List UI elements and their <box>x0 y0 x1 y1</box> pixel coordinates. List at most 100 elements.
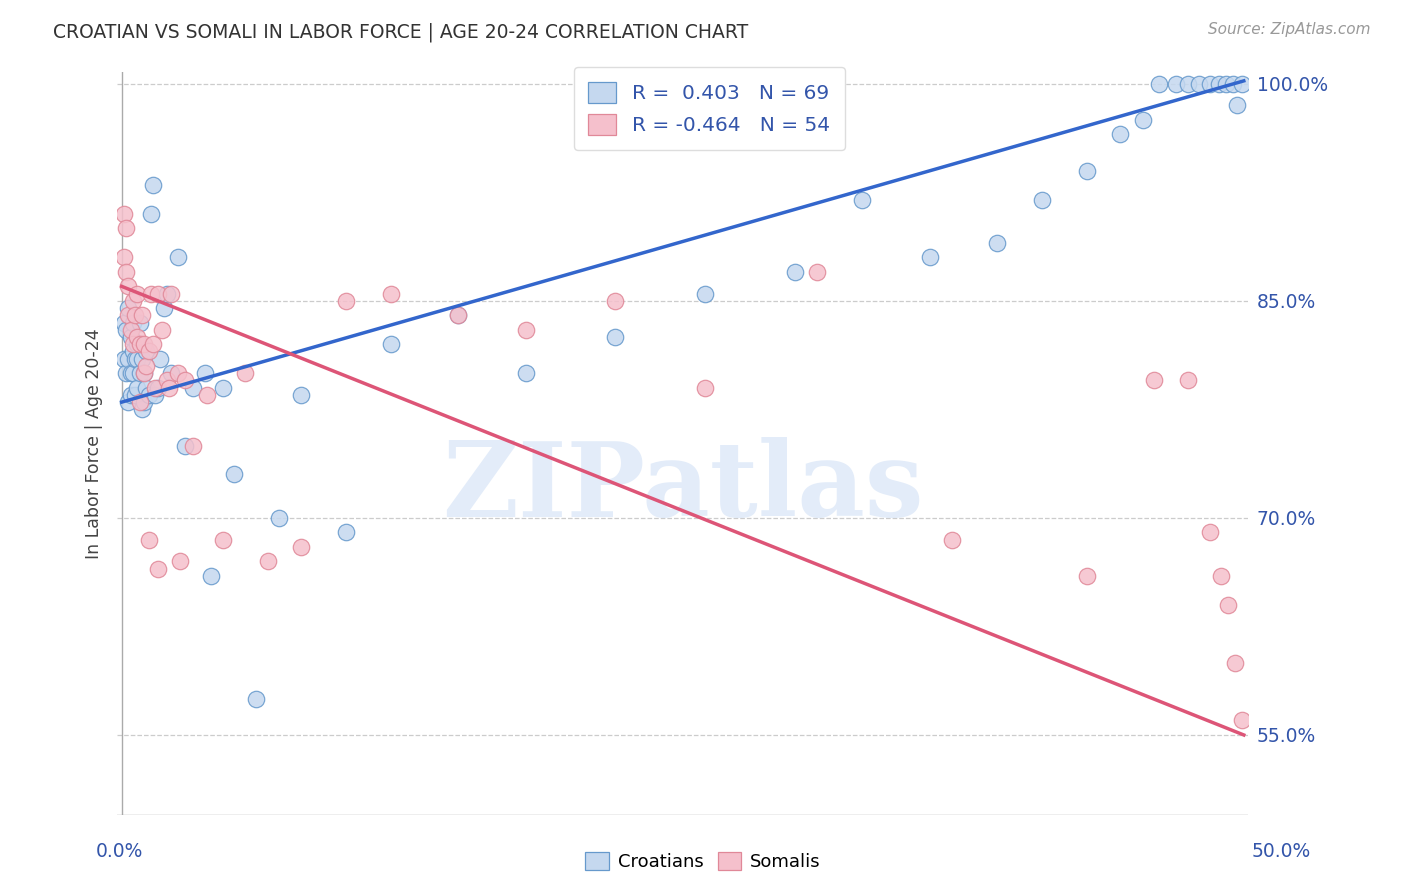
Point <box>1208 77 1230 91</box>
Point <box>122 316 145 330</box>
Point <box>173 373 195 387</box>
Legend: Croatians, Somalis: Croatians, Somalis <box>578 845 828 879</box>
Point <box>115 323 138 337</box>
Point <box>290 540 312 554</box>
Point <box>122 337 145 351</box>
Point <box>941 533 963 547</box>
Point <box>166 366 188 380</box>
Point <box>128 316 150 330</box>
Point <box>135 344 157 359</box>
Point <box>1216 598 1239 612</box>
Point <box>380 337 402 351</box>
Point <box>138 388 160 402</box>
Point <box>153 301 176 315</box>
Point <box>447 308 470 322</box>
Point <box>131 308 153 322</box>
Text: 50.0%: 50.0% <box>1251 842 1310 861</box>
Point <box>222 467 245 482</box>
Point <box>851 193 873 207</box>
Point <box>166 251 188 265</box>
Point <box>1177 77 1199 91</box>
Point <box>117 351 139 366</box>
Point <box>115 366 138 380</box>
Point <box>1147 77 1170 91</box>
Point <box>134 366 156 380</box>
Point <box>127 337 149 351</box>
Point <box>112 316 135 330</box>
Point <box>335 525 357 540</box>
Point <box>1132 112 1154 127</box>
Text: ZIPatlas: ZIPatlas <box>441 437 924 539</box>
Point <box>1222 77 1244 91</box>
Point <box>1143 373 1166 387</box>
Point <box>200 568 222 582</box>
Point <box>124 388 146 402</box>
Point <box>1230 714 1253 728</box>
Point <box>135 381 157 395</box>
Point <box>117 301 139 315</box>
Point <box>233 366 256 380</box>
Point <box>142 178 165 192</box>
Point <box>150 323 173 337</box>
Point <box>1076 568 1098 582</box>
Text: Source: ZipAtlas.com: Source: ZipAtlas.com <box>1208 22 1371 37</box>
Point <box>256 554 278 568</box>
Point <box>120 323 142 337</box>
Point <box>1031 193 1053 207</box>
Point <box>131 402 153 417</box>
Point <box>211 533 233 547</box>
Point <box>131 351 153 366</box>
Point <box>1076 163 1098 178</box>
Point <box>134 337 156 351</box>
Point <box>112 351 135 366</box>
Point <box>127 286 149 301</box>
Point <box>128 337 150 351</box>
Point <box>1188 77 1211 91</box>
Point <box>183 381 205 395</box>
Point <box>127 330 149 344</box>
Point <box>605 293 627 308</box>
Y-axis label: In Labor Force | Age 20-24: In Labor Force | Age 20-24 <box>86 328 103 558</box>
Point <box>267 511 290 525</box>
Point <box>245 691 267 706</box>
Point <box>134 366 156 380</box>
Point <box>127 351 149 366</box>
Point <box>120 366 142 380</box>
Point <box>124 351 146 366</box>
Point <box>447 308 470 322</box>
Point <box>290 388 312 402</box>
Point <box>127 381 149 395</box>
Point <box>183 438 205 452</box>
Point <box>380 286 402 301</box>
Point <box>1177 373 1199 387</box>
Point <box>128 395 150 409</box>
Text: CROATIAN VS SOMALI IN LABOR FORCE | AGE 20-24 CORRELATION CHART: CROATIAN VS SOMALI IN LABOR FORCE | AGE … <box>53 22 748 42</box>
Point <box>146 561 169 575</box>
Point <box>124 308 146 322</box>
Legend: R =  0.403   N = 69, R = -0.464   N = 54: R = 0.403 N = 69, R = -0.464 N = 54 <box>574 68 845 150</box>
Point <box>1226 98 1249 112</box>
Point <box>157 381 180 395</box>
Point <box>122 293 145 308</box>
Point <box>120 388 142 402</box>
Point <box>143 381 166 395</box>
Point <box>1230 77 1253 91</box>
Point <box>806 265 828 279</box>
Point <box>1109 128 1132 142</box>
Point <box>138 344 160 359</box>
Point <box>160 366 183 380</box>
Point <box>1166 77 1188 91</box>
Point <box>142 337 165 351</box>
Point <box>117 395 139 409</box>
Point <box>120 330 142 344</box>
Point <box>122 366 145 380</box>
Point <box>139 286 162 301</box>
Point <box>112 207 135 221</box>
Point <box>115 265 138 279</box>
Point <box>146 286 169 301</box>
Point <box>194 366 217 380</box>
Point <box>986 235 1008 250</box>
Point <box>1223 656 1246 670</box>
Point <box>1211 568 1233 582</box>
Point <box>695 381 717 395</box>
